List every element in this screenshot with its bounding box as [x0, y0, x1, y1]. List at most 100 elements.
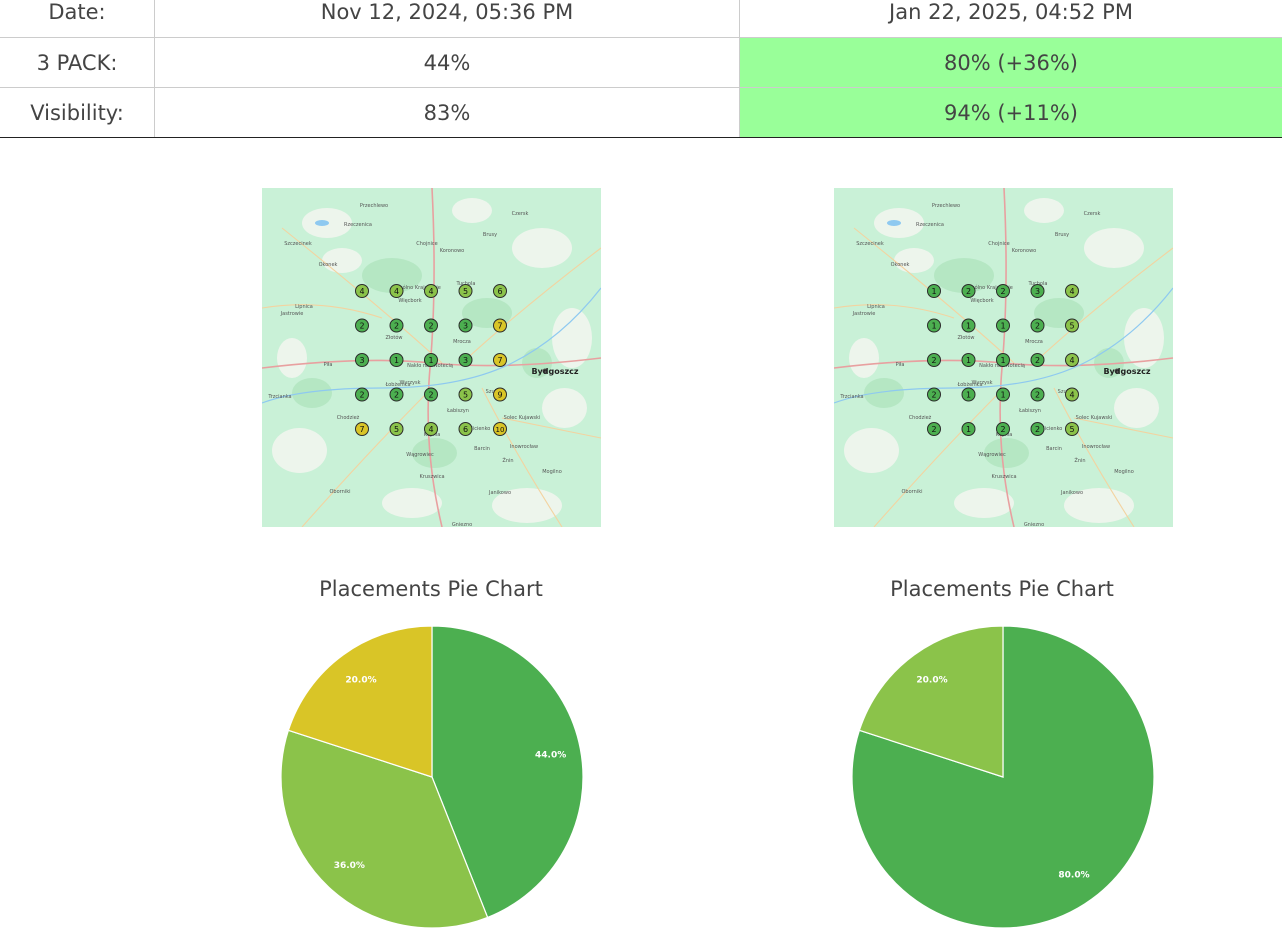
rank-marker[interactable]: 4	[1066, 354, 1079, 367]
map-place-label: Koronowo	[440, 248, 464, 254]
rank-marker[interactable]: 1	[962, 388, 975, 401]
map-place-label: Wągrowiec	[978, 452, 1006, 458]
rank-marker[interactable]: 7	[494, 354, 507, 367]
rank-value: 1	[1000, 322, 1005, 331]
rank-value: 5	[463, 287, 468, 296]
rank-marker[interactable]: 2	[997, 423, 1010, 436]
rank-value: 4	[394, 287, 399, 296]
rank-marker[interactable]: 6	[459, 423, 472, 436]
rank-marker[interactable]: 1	[997, 319, 1010, 332]
rank-marker[interactable]: 1	[928, 285, 941, 298]
map-place-label: Żnin	[502, 457, 513, 464]
map-place-label: Lipnica	[295, 304, 313, 310]
rank-marker[interactable]: 2	[390, 319, 403, 332]
rank-marker[interactable]: 1	[997, 354, 1010, 367]
rank-marker[interactable]: 1	[962, 423, 975, 436]
rank-value: 2	[1035, 356, 1040, 365]
rank-marker[interactable]: 1	[962, 354, 975, 367]
rank-marker[interactable]: 9	[494, 388, 507, 401]
before-3pack: 44%	[155, 38, 740, 88]
map-place-label: Okonek	[891, 262, 910, 268]
rank-marker[interactable]: 2	[962, 285, 975, 298]
rank-value: 4	[428, 425, 433, 434]
rank-marker[interactable]: 2	[1031, 388, 1044, 401]
rank-marker[interactable]: 6	[494, 285, 507, 298]
map-place-label: Sicienko	[470, 426, 491, 432]
rank-marker[interactable]: 10	[494, 423, 507, 436]
rank-marker[interactable]: 3	[1031, 285, 1044, 298]
rank-value: 6	[463, 425, 468, 434]
rank-marker[interactable]: 4	[1066, 285, 1079, 298]
rank-marker[interactable]: 1	[962, 319, 975, 332]
rank-marker[interactable]: 2	[356, 388, 369, 401]
rank-marker[interactable]: 5	[459, 388, 472, 401]
map-place-label: Inowrocław	[1082, 444, 1110, 450]
rank-marker[interactable]: 2	[425, 319, 438, 332]
map-place-label: Mrocza	[1025, 339, 1043, 345]
rank-marker[interactable]: 2	[390, 388, 403, 401]
rank-marker[interactable]: 1	[425, 354, 438, 367]
rank-marker[interactable]: 2	[1031, 423, 1044, 436]
map-place-label: Czersk	[1084, 211, 1101, 217]
rank-marker[interactable]: 5	[390, 423, 403, 436]
rank-marker[interactable]: 1	[928, 319, 941, 332]
map-place-label: Jastrowie	[280, 311, 304, 317]
rank-value: 2	[1035, 391, 1040, 400]
rank-marker[interactable]: 5	[459, 285, 472, 298]
table-row: Date: Nov 12, 2024, 05:36 PM Jan 22, 202…	[0, 0, 1282, 38]
rank-value: 1	[966, 322, 971, 331]
rank-marker[interactable]: 4	[1066, 388, 1079, 401]
rank-marker[interactable]: 4	[425, 423, 438, 436]
rank-value: 1	[966, 391, 971, 400]
rank-marker[interactable]: 2	[997, 285, 1010, 298]
map-place-label: Szczecinek	[284, 241, 312, 247]
map-place-label: Złotów	[385, 334, 402, 341]
rank-marker[interactable]: 3	[459, 319, 472, 332]
rank-marker[interactable]: 2	[356, 319, 369, 332]
rank-marker[interactable]: 5	[1066, 319, 1079, 332]
rank-marker[interactable]: 5	[1066, 423, 1079, 436]
rank-marker[interactable]: 1	[997, 388, 1010, 401]
map-place-label: Brusy	[1055, 232, 1069, 238]
table-row: 3 PACK: 44% 80% (+36%)	[0, 38, 1282, 88]
rank-value: 4	[428, 287, 433, 296]
rank-value: 5	[1069, 425, 1074, 434]
map-place-label: Piła	[896, 362, 905, 368]
rank-value: 1	[931, 322, 936, 331]
rank-marker[interactable]: 4	[356, 285, 369, 298]
rank-value: 3	[359, 356, 364, 365]
map-place-label: Łabiszyn	[1018, 408, 1041, 414]
rank-value: 2	[1035, 425, 1040, 434]
rank-value: 5	[1069, 322, 1074, 331]
rank-value: 2	[931, 356, 936, 365]
rank-marker[interactable]: 3	[356, 354, 369, 367]
map-place-label: Oborniki	[330, 489, 351, 495]
map-place-label: Czersk	[512, 211, 529, 217]
rank-marker[interactable]: 2	[1031, 319, 1044, 332]
map-place-label: Mogilno	[542, 469, 562, 475]
rank-marker[interactable]: 1	[390, 354, 403, 367]
rank-marker[interactable]: 4	[425, 285, 438, 298]
rank-value: 1	[966, 425, 971, 434]
after-visibility: 94% (+11%)	[740, 88, 1282, 138]
rank-value: 9	[497, 391, 502, 400]
rank-marker[interactable]: 2	[425, 388, 438, 401]
rank-marker[interactable]: 2	[1031, 354, 1044, 367]
rank-marker[interactable]: 3	[459, 354, 472, 367]
rank-marker[interactable]: 2	[928, 388, 941, 401]
rank-marker[interactable]: 2	[928, 354, 941, 367]
rank-marker[interactable]: 4	[390, 285, 403, 298]
rank-value: 2	[394, 391, 399, 400]
map-place-label: Chojnice	[416, 241, 438, 247]
pie-slice-label: 20.0%	[916, 675, 947, 685]
rank-value: 5	[394, 425, 399, 434]
rank-marker[interactable]: 2	[928, 423, 941, 436]
rank-value: 4	[1069, 391, 1074, 400]
rank-marker[interactable]: 7	[356, 423, 369, 436]
map-place-label: Brusy	[483, 232, 497, 238]
map-place-label: Łobżenica	[956, 382, 982, 388]
rank-marker[interactable]: 7	[494, 319, 507, 332]
rank-value: 2	[1000, 425, 1005, 434]
